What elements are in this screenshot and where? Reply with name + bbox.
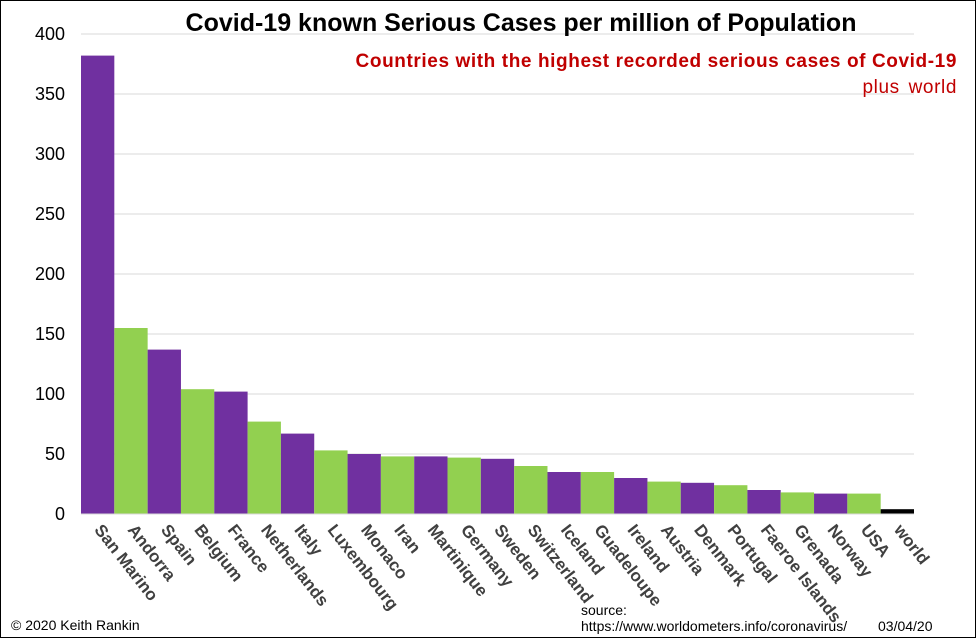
bar (680, 482, 715, 514)
bar (514, 466, 548, 514)
source-url[interactable]: https://www.worldometers.info/coronaviru… (581, 618, 848, 634)
bar (114, 328, 148, 514)
bar (614, 478, 648, 514)
source-label: source: (581, 602, 627, 618)
x-axis-ticks: San MarinoAndorraSpainBelgiumFranceNethe… (91, 520, 934, 626)
y-tick-label: 0 (55, 504, 65, 524)
bar (447, 457, 481, 514)
y-tick-label: 200 (35, 264, 65, 284)
bar (314, 450, 348, 514)
bar (880, 509, 914, 514)
bar (414, 456, 448, 514)
bar (81, 55, 115, 514)
y-tick-label: 400 (35, 24, 65, 44)
y-tick-label: 100 (35, 384, 65, 404)
bar (847, 493, 881, 514)
y-tick-label: 300 (35, 144, 65, 164)
bar (747, 490, 781, 514)
bar (214, 391, 248, 514)
date-text: 03/04/20 (878, 618, 933, 634)
y-tick-label: 150 (35, 324, 65, 344)
bar (347, 454, 381, 514)
y-axis-ticks: 0 50 100 150 200 250 300 350 400 (35, 24, 65, 524)
bar (147, 349, 181, 514)
bar (647, 481, 681, 514)
bar (247, 421, 281, 514)
bar (547, 472, 581, 514)
bars (81, 55, 914, 515)
bar (580, 472, 615, 514)
y-tick-label: 250 (35, 204, 65, 224)
x-tick-label: world (890, 520, 934, 568)
bar (814, 493, 848, 514)
y-tick-label: 350 (35, 84, 65, 104)
chart-title: Covid-19 known Serious Cases per million… (185, 9, 857, 37)
bar (280, 433, 315, 514)
copyright-text: © 2020 Keith Rankin (11, 617, 140, 633)
bar (180, 389, 215, 514)
chart-subtitle: Countries with the highest recorded seri… (355, 51, 957, 72)
y-tick-label: 50 (45, 444, 65, 464)
bar (380, 456, 415, 514)
bar (480, 458, 515, 514)
bar (714, 485, 748, 514)
bar (780, 492, 815, 514)
chart-subtitle-secondary: plus world (862, 77, 957, 98)
